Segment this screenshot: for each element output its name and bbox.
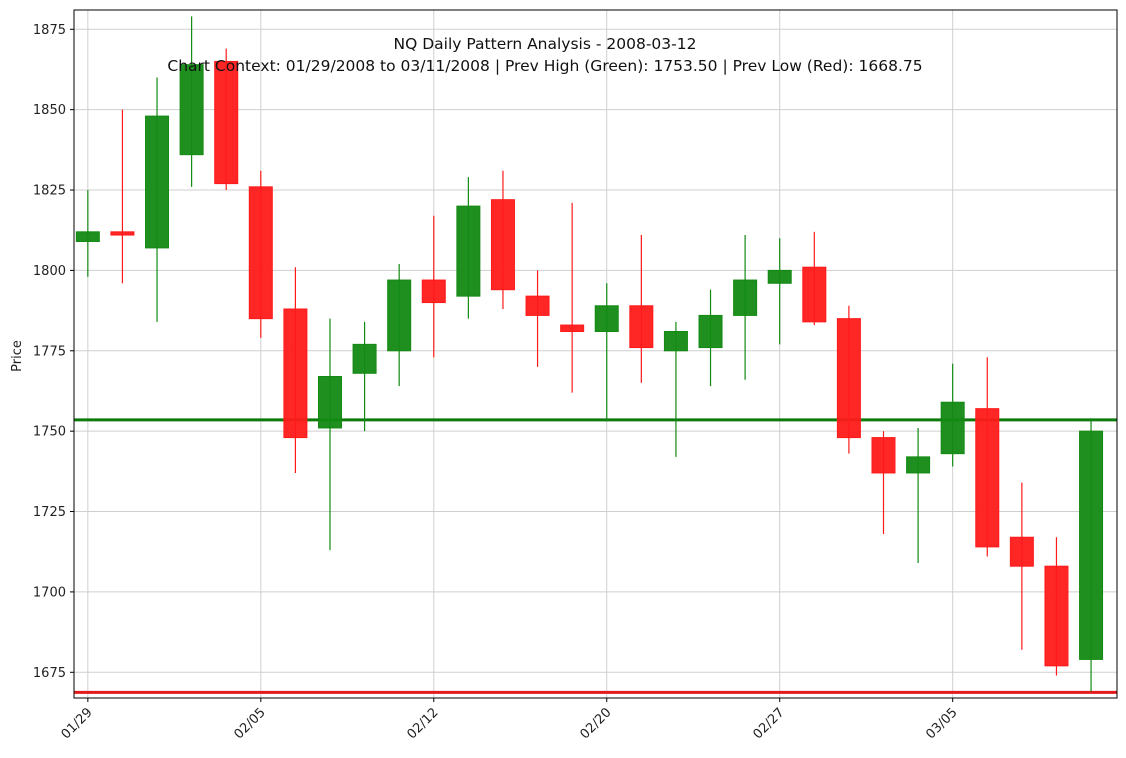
- candle-body: [110, 231, 135, 236]
- y-tick-label: 1800: [33, 264, 66, 279]
- candle-body: [698, 314, 723, 349]
- candle-body: [871, 437, 896, 474]
- candle-down: [975, 357, 1000, 557]
- candle-body: [560, 324, 585, 332]
- candle-body: [1009, 536, 1034, 567]
- candle-body: [317, 376, 342, 429]
- chart-title: NQ Daily Pattern Analysis - 2008-03-12: [394, 35, 697, 53]
- candle-up: [594, 283, 619, 422]
- y-tick-label: 1675: [33, 666, 66, 681]
- y-tick-label: 1725: [33, 505, 66, 520]
- candle-up: [940, 363, 965, 467]
- candle-body: [1079, 430, 1104, 660]
- candle-body: [525, 295, 550, 316]
- candle-down: [283, 267, 308, 473]
- candle-body: [767, 269, 792, 284]
- candle-down: [421, 215, 446, 358]
- axis-layer: 1675 1700 1725 1750 1775 1800 1825 1850 1875 01/2…: [33, 23, 961, 743]
- candle-body: [733, 279, 758, 316]
- candle-up: [906, 427, 931, 563]
- candle-up: [698, 289, 723, 387]
- candle-body: [248, 186, 273, 320]
- candle-up: [456, 177, 481, 319]
- chart-subtitle: Chart Context: 01/29/2008 to 03/11/2008 …: [167, 57, 922, 75]
- candle-down: [248, 170, 273, 338]
- candle-body: [940, 401, 965, 455]
- y-tick-label: 1750: [33, 425, 66, 440]
- candle-down: [490, 170, 515, 309]
- candle-body: [594, 305, 619, 332]
- candle-body: [629, 305, 654, 349]
- candle-body: [456, 205, 481, 297]
- candle-down: [629, 235, 654, 383]
- candle-down: [525, 270, 550, 367]
- candle-body: [283, 308, 308, 439]
- candle-up: [733, 235, 758, 380]
- candle-body: [421, 279, 446, 304]
- y-tick-label: 1775: [33, 344, 66, 359]
- candle-down: [1009, 482, 1034, 650]
- candle-body: [802, 266, 827, 323]
- candle-down: [836, 305, 861, 454]
- candle-up: [179, 16, 204, 187]
- candle-body: [836, 318, 861, 439]
- candle-body: [906, 456, 931, 474]
- x-tick-label: 01/29: [59, 705, 96, 742]
- candle-body: [1044, 565, 1069, 667]
- candle-body: [75, 231, 100, 242]
- reference-lines: [74, 418, 1117, 694]
- y-tick-label: 1850: [33, 103, 66, 118]
- candle-up: [75, 190, 100, 277]
- x-tick-label: 02/05: [232, 705, 269, 742]
- candle-down: [802, 231, 827, 326]
- candle-body: [387, 279, 412, 352]
- candle-down: [871, 431, 896, 535]
- candles: [75, 16, 1104, 692]
- x-tick-label: 02/20: [577, 705, 614, 742]
- candle-body: [490, 199, 515, 291]
- candle-body: [663, 330, 688, 352]
- candle-up: [387, 263, 412, 387]
- candle-up: [145, 77, 170, 322]
- candle-down: [214, 48, 239, 191]
- candle-body: [145, 115, 170, 249]
- candle-body: [975, 408, 1000, 548]
- x-tick-label: 02/27: [750, 705, 787, 742]
- plot-frame: [73, 9, 1118, 699]
- candle-up: [1079, 418, 1104, 692]
- candle-up: [663, 321, 688, 457]
- y-tick-label: 1825: [33, 184, 66, 199]
- candle-down: [560, 202, 585, 393]
- candle-body: [352, 343, 377, 374]
- x-tick-label: 02/12: [405, 705, 442, 742]
- candle-body: [214, 60, 239, 185]
- candle-body: [179, 64, 204, 156]
- y-axis-label: Price: [10, 340, 25, 372]
- y-tick-label: 1875: [33, 23, 66, 38]
- y-tick-label: 1700: [33, 585, 66, 600]
- candle-down: [110, 109, 135, 284]
- candle-up: [352, 321, 377, 432]
- candle-down: [1044, 537, 1069, 676]
- candle-up: [767, 238, 792, 345]
- x-tick-label: 03/05: [923, 705, 960, 742]
- candle-up: [317, 318, 342, 551]
